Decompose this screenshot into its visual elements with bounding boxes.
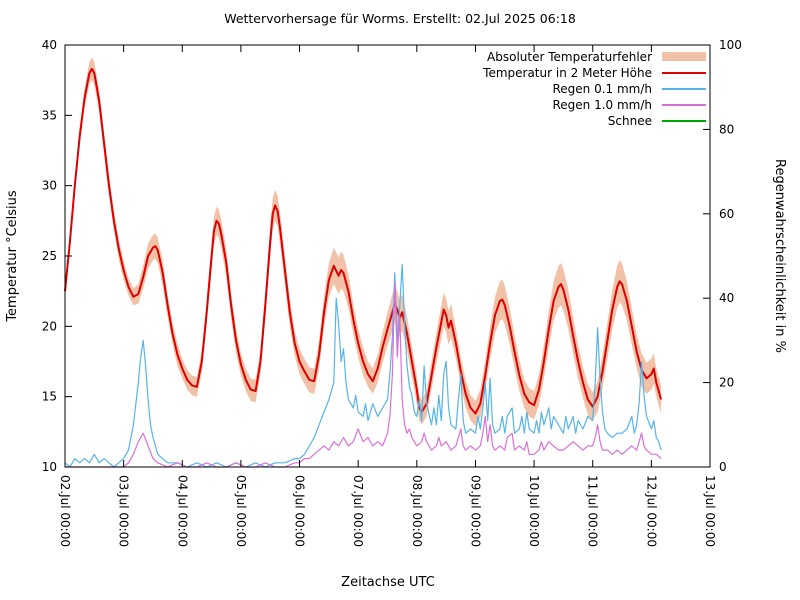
x-tick-label: 02.Jul 00:00 [58, 475, 72, 547]
y-left-tick-label: 15 [42, 390, 57, 404]
legend-item-snow: Schnee [483, 113, 706, 128]
right-axis-title: Regenwahrscheinlichkeit in % [772, 159, 787, 353]
x-axis-title: Zeitachse UTC [341, 575, 435, 590]
y-left-tick-label: 40 [42, 38, 57, 52]
x-tick-label: 05.Jul 00:00 [234, 475, 248, 547]
y-left-tick-label: 25 [42, 249, 57, 263]
legend-label-temperature: Temperatur in 2 Meter Höhe [483, 65, 652, 80]
x-tick-label: 12.Jul 00:00 [644, 475, 658, 547]
y-right-tick-label: 60 [719, 207, 734, 221]
y-right-tick-label: 0 [719, 460, 727, 474]
x-tick-label: 07.Jul 00:00 [351, 475, 365, 547]
x-tick-label: 13.Jul 00:00 [703, 475, 717, 547]
y-left-tick-label: 30 [42, 179, 57, 193]
legend: Absoluter Temperaturfehler Temperatur in… [483, 49, 706, 128]
legend-label-temperature-error: Absoluter Temperaturfehler [487, 49, 652, 64]
chart-title: Wettervorhersage für Worms. Erstellt: 02… [224, 11, 576, 26]
y-right-tick-label: 100 [719, 38, 742, 52]
x-tick-label: 08.Jul 00:00 [410, 475, 424, 547]
y-right-tick-label: 20 [719, 376, 734, 390]
x-tick-label: 09.Jul 00:00 [468, 475, 482, 547]
x-tick-label: 03.Jul 00:00 [117, 475, 131, 547]
legend-sample-snow-line [662, 119, 706, 122]
legend-sample-temperature-line [662, 71, 706, 74]
legend-sample-temperature-error-band [662, 52, 706, 61]
series-temperature [64, 67, 663, 415]
legend-sample-rain-01-line [662, 87, 706, 90]
legend-label-rain-10: Regen 1.0 mm/h [552, 97, 652, 112]
legend-label-snow: Schnee [607, 113, 652, 128]
x-tick-label: 06.Jul 00:00 [293, 475, 307, 547]
y-right-tick-label: 80 [719, 122, 734, 136]
legend-item-temperature: Temperatur in 2 Meter Höhe [483, 65, 706, 80]
x-tick-label: 11.Jul 00:00 [586, 475, 600, 547]
x-tick-label: 04.Jul 00:00 [175, 475, 189, 547]
legend-label-rain-01: Regen 0.1 mm/h [552, 81, 652, 96]
series-rain-10 [65, 280, 662, 468]
y-left-tick-label: 10 [42, 460, 57, 474]
y-left-tick-label: 35 [42, 108, 57, 122]
legend-item-rain-10: Regen 1.0 mm/h [483, 97, 706, 112]
legend-item-rain-01: Regen 0.1 mm/h [483, 81, 706, 96]
x-tick-label: 10.Jul 00:00 [527, 475, 541, 547]
legend-sample-rain-10-line [662, 103, 706, 106]
left-axis-title: Temperatur °Celsius [5, 190, 20, 323]
legend-item-temperature-error: Absoluter Temperaturfehler [483, 49, 706, 64]
y-right-tick-label: 40 [719, 291, 734, 305]
y-left-tick-label: 20 [42, 319, 57, 333]
